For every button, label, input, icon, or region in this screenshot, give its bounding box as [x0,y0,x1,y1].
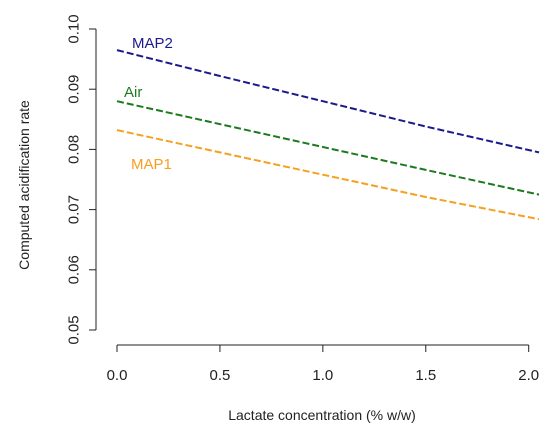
x-tick-label: 1.0 [312,367,333,384]
series-group [116,49,540,221]
x-axis-title: Lactate concentration (% w/w) [228,407,416,423]
series-label-map1: MAP1 [131,156,172,173]
x-tick-label: 0.5 [209,367,230,384]
series-line-map2 [116,49,540,154]
y-tick-label: 0.07 [66,195,83,224]
y-axis-title: Computed acidification rate [16,100,32,270]
series-label-map2: MAP2 [132,35,173,52]
x-tick-label: 0.0 [107,367,128,384]
axes: 0.0 0.5 1.0 1.5 2.0 0.05 0.06 0.07 0.08 0.09 0.10 [66,14,540,384]
series-line-map1 [116,129,540,221]
y-tick-label: 0.06 [66,255,83,284]
y-tick-label: 0.08 [66,135,83,164]
y-tick-label: 0.09 [66,75,83,104]
series-line-air [116,100,540,196]
x-tick-label: 1.5 [415,367,436,384]
series-labels: MAP2 Air MAP1 [124,35,173,173]
series-label-air: Air [124,84,142,101]
y-tick-label: 0.10 [66,14,83,43]
x-tick-label: 2.0 [518,367,539,384]
y-tick-label: 0.05 [66,315,83,344]
